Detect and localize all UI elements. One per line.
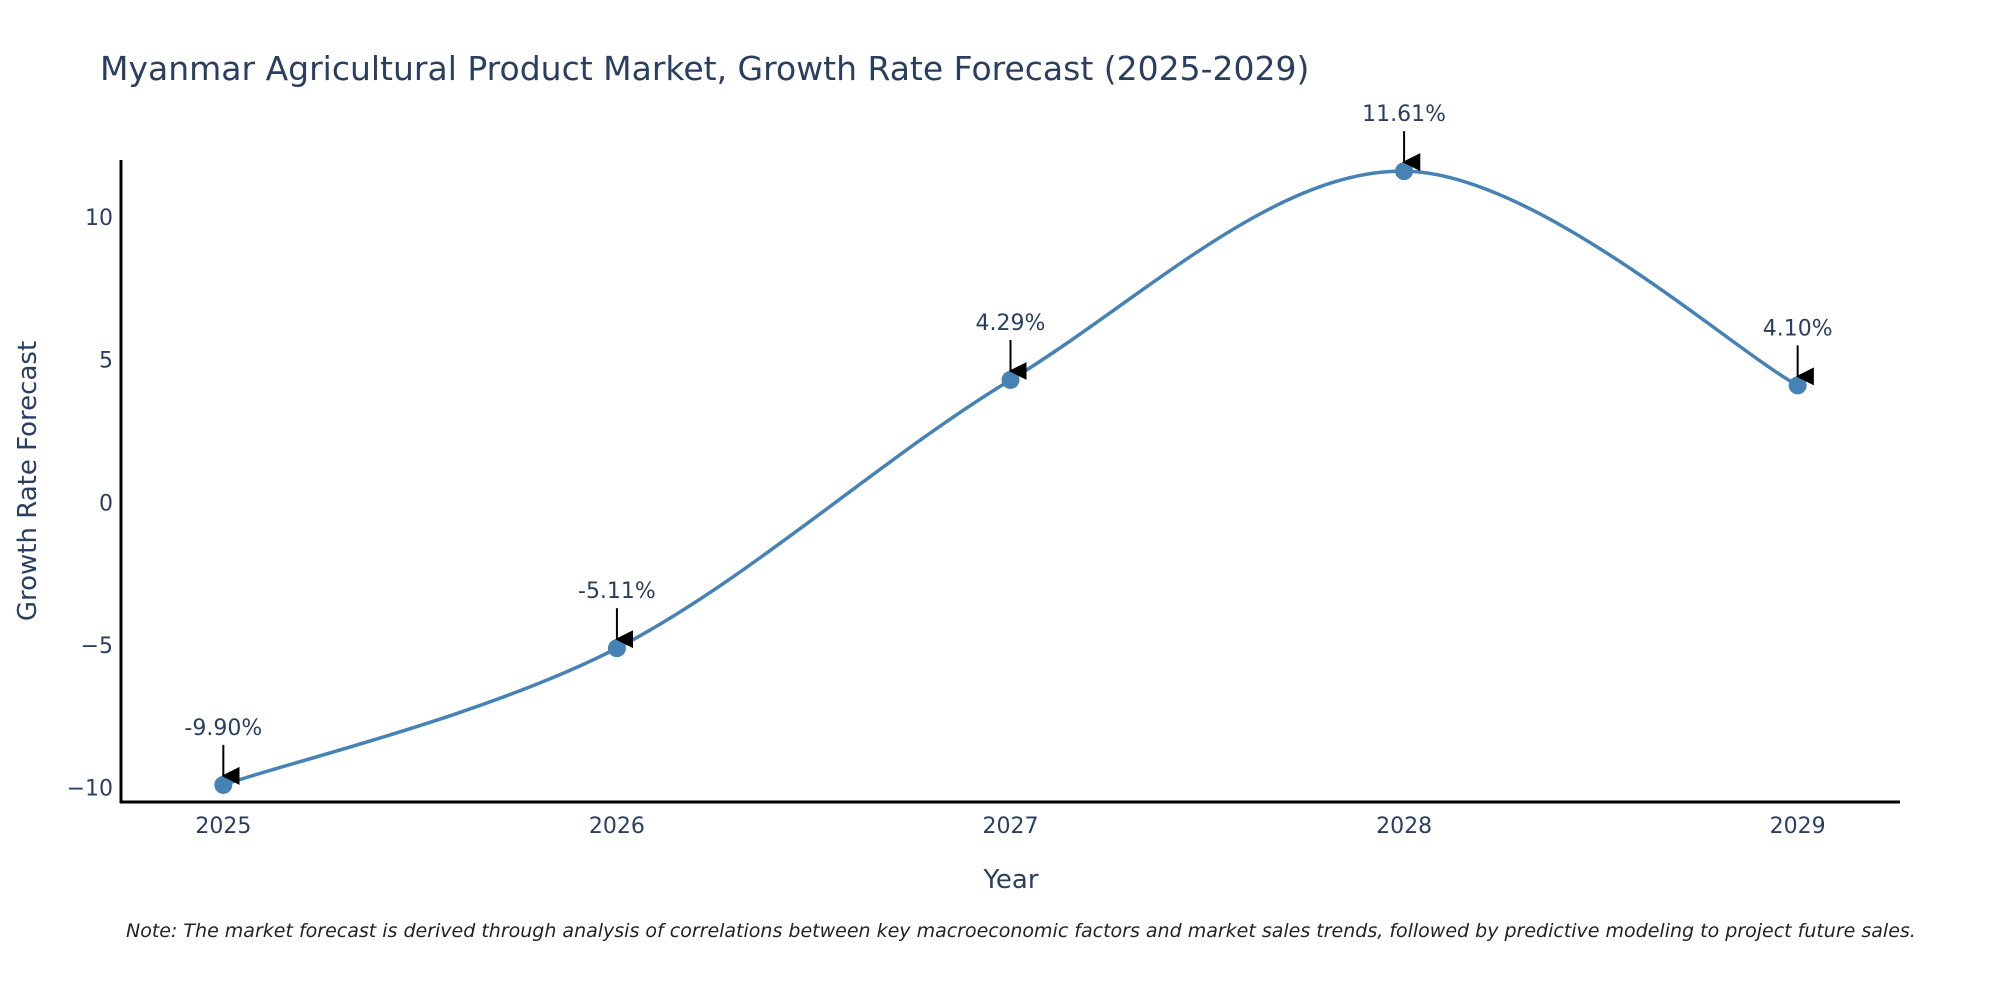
x-tick-labels: 2025 2026 2027 2028 2029	[195, 814, 1825, 839]
y-axis-title: Growth Rate Forecast	[13, 341, 43, 621]
plot-area: -9.90% -5.11% 4.29% 11.61% 4.10%	[184, 102, 1833, 794]
series-line	[222, 169, 1799, 787]
data-point-2027	[1001, 370, 1020, 389]
data-point-2026	[607, 639, 626, 658]
y-tick-label: 0	[99, 491, 113, 516]
y-tick-label: −10	[67, 777, 113, 802]
data-point-2028	[1395, 162, 1414, 181]
data-label-2026: -5.11%	[578, 579, 656, 604]
y-tick-labels: 10 5 0 −5 −10	[67, 206, 113, 802]
data-label-2025: -9.90%	[184, 716, 262, 741]
x-tick-label: 2025	[195, 814, 251, 839]
data-point-2029	[1788, 376, 1807, 395]
data-point-2025	[214, 775, 233, 794]
x-tick-label: 2028	[1376, 814, 1432, 839]
chart-note: Note: The market forecast is derived thr…	[126, 920, 1916, 942]
x-axis-title: Year	[982, 865, 1038, 895]
y-tick-label: −5	[81, 634, 113, 659]
x-tick-label: 2027	[983, 814, 1039, 839]
data-label-2029: 4.10%	[1763, 316, 1833, 341]
chart-title: Myanmar Agricultural Product Market, Gro…	[100, 49, 1309, 88]
data-label-2028: 11.61%	[1362, 102, 1446, 127]
x-tick-label: 2026	[589, 814, 645, 839]
data-label-2027: 4.29%	[976, 311, 1046, 336]
x-tick-label: 2029	[1770, 814, 1826, 839]
y-tick-label: 10	[85, 206, 113, 231]
y-tick-label: 5	[99, 349, 113, 374]
